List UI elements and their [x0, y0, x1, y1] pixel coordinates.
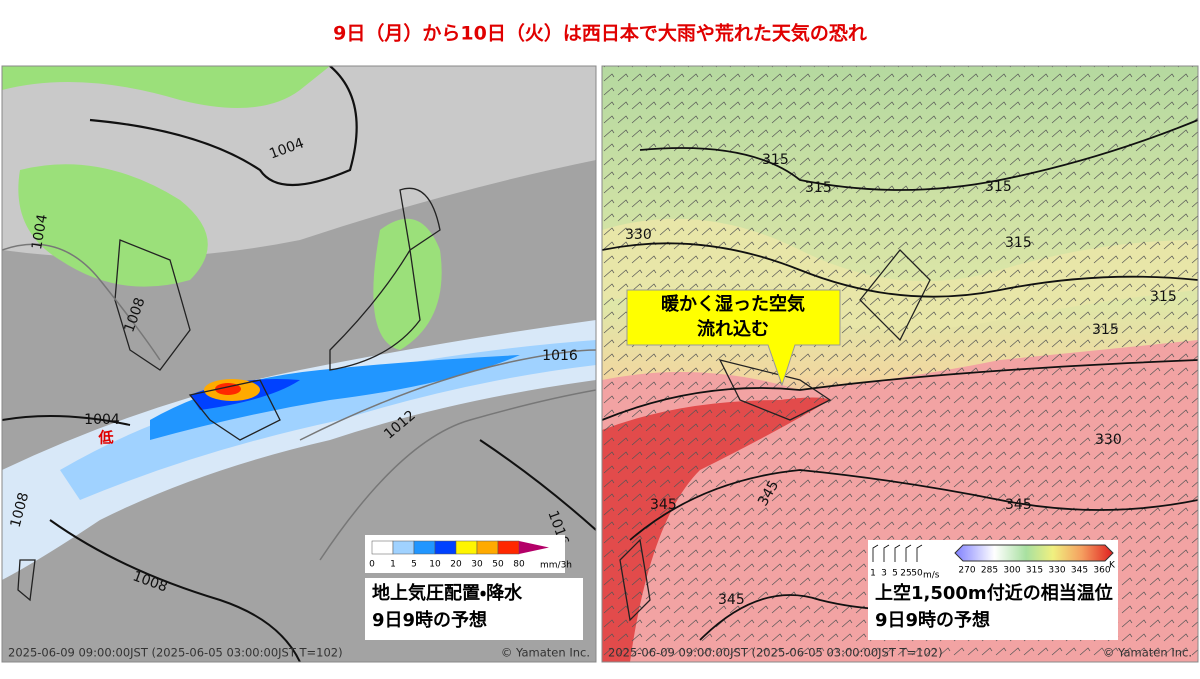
- contour-label: 315: [1005, 235, 1032, 251]
- temp-tick-label: 300: [1003, 566, 1020, 576]
- isobar: [89, 66, 358, 186]
- caption: 上空1,500m付近の相当温位: [875, 582, 1113, 604]
- legend-swatch: [455, 540, 478, 555]
- caption: 地上気圧配置・降水: [372, 582, 523, 604]
- temp-tick-label: 360: [1093, 566, 1110, 576]
- contour-label: 315: [1092, 322, 1119, 338]
- caption: 9日9時の予想: [372, 609, 487, 631]
- temp-tick-label: 315: [1026, 566, 1043, 576]
- callout: [626, 289, 841, 387]
- contour: [639, 119, 1198, 191]
- legend-swatch: [392, 540, 415, 555]
- contour: [602, 242, 1198, 298]
- wind-tick-label: 25: [900, 569, 911, 579]
- temp-tick-label: 345: [1071, 566, 1088, 576]
- footer: 2025-06-09 09:00:00JST (2025-06-05 03:00…: [8, 646, 343, 660]
- isobar-label: 1016: [542, 348, 578, 364]
- caption-box: [868, 580, 1118, 640]
- credit: © Yamaten Inc.: [1103, 646, 1192, 660]
- contour-label: 315: [1150, 289, 1177, 305]
- legend-unit: K: [1109, 561, 1116, 571]
- legend-unit: m/s: [923, 571, 940, 581]
- contour-label: 315: [805, 180, 832, 196]
- isobar: [479, 439, 596, 531]
- rain-band: [60, 340, 596, 500]
- contour: [629, 469, 1198, 541]
- legend-arrow: [519, 541, 549, 554]
- low-pressure-mark: 低: [97, 429, 113, 447]
- footer: 2025-06-09 09:00:00JST (2025-06-05 03:00…: [608, 646, 943, 660]
- temp-tick-label: 330: [1048, 566, 1065, 576]
- legend-swatch: [476, 540, 499, 555]
- contour-label: 315: [762, 152, 789, 168]
- legend-swatch: [434, 540, 457, 555]
- isobar: [2, 243, 161, 361]
- coastline: [17, 187, 441, 602]
- contour-label: 345: [718, 592, 745, 608]
- heavy-rain: [150, 355, 520, 440]
- contour-label: 315: [985, 179, 1012, 195]
- title: 9日（月）から10日（火）は西日本で大雨や荒れた天気の恐れ: [333, 22, 867, 45]
- isobar: [49, 519, 301, 662]
- credit: © Yamaten Inc.: [501, 646, 590, 660]
- temp-tick-label: 270: [958, 566, 975, 576]
- barb-sample: [872, 544, 879, 562]
- legend-unit: mm/3h: [540, 561, 572, 571]
- barb-sample: [894, 544, 901, 562]
- contour-label: 345: [1005, 497, 1032, 513]
- contour: [602, 359, 1198, 421]
- callout-text: 流れ込む: [697, 319, 769, 340]
- contour-label: 330: [625, 227, 652, 243]
- isobar-label: 1004: [29, 213, 51, 251]
- legend-tick-label: 10: [429, 560, 441, 570]
- legend-swatch: [497, 540, 520, 555]
- legend-tick-label: 50: [492, 560, 504, 570]
- wind-tick-label: 1: [870, 569, 876, 579]
- coastline: [619, 249, 931, 622]
- barb-sample: [883, 544, 890, 562]
- surface-map: 1004 1004 1008 1016 1004 1012 1016 1008 …: [2, 66, 596, 662]
- legend-tick-label: 80: [513, 560, 525, 570]
- wind-legend: 1 3 5 25 50: [870, 544, 923, 579]
- legend-tick-label: 1: [390, 560, 396, 570]
- contour-label: 345: [650, 497, 677, 513]
- wind-tick-label: 50: [911, 569, 923, 579]
- temp-tick-label: 285: [981, 566, 998, 576]
- precip-legend: 0 1 5 10 20 30 50 80: [369, 540, 549, 570]
- isobar: [2, 415, 131, 426]
- isobar-label: 1004: [84, 412, 120, 428]
- caption-box: [365, 578, 583, 640]
- legend-swatch: [371, 540, 394, 555]
- barb-sample: [905, 544, 912, 562]
- isobar: [299, 349, 596, 441]
- legend-swatch: [413, 540, 436, 555]
- wind-tick-label: 5: [892, 569, 898, 579]
- caption: 9日9時の予想: [875, 609, 990, 631]
- temp-legend: 270 285 300 315 330 345 360: [958, 566, 1110, 576]
- callout-text: 暖かく湿った空気: [661, 293, 805, 315]
- panel-border: [1, 65, 597, 663]
- panel-border: [601, 65, 1199, 663]
- legend-tick-label: 30: [471, 560, 483, 570]
- legend-tick-label: 0: [369, 560, 375, 570]
- isobar: [319, 389, 596, 561]
- barb-sample: [916, 544, 923, 562]
- legend-tick-label: 5: [411, 560, 417, 570]
- contour-label: 330: [1095, 432, 1122, 448]
- legend-tick-label: 20: [450, 560, 462, 570]
- light-rain: [2, 66, 330, 287]
- light-rain: [373, 218, 442, 350]
- wind-tick-label: 3: [881, 569, 887, 579]
- temp-colorbar: [954, 544, 1114, 562]
